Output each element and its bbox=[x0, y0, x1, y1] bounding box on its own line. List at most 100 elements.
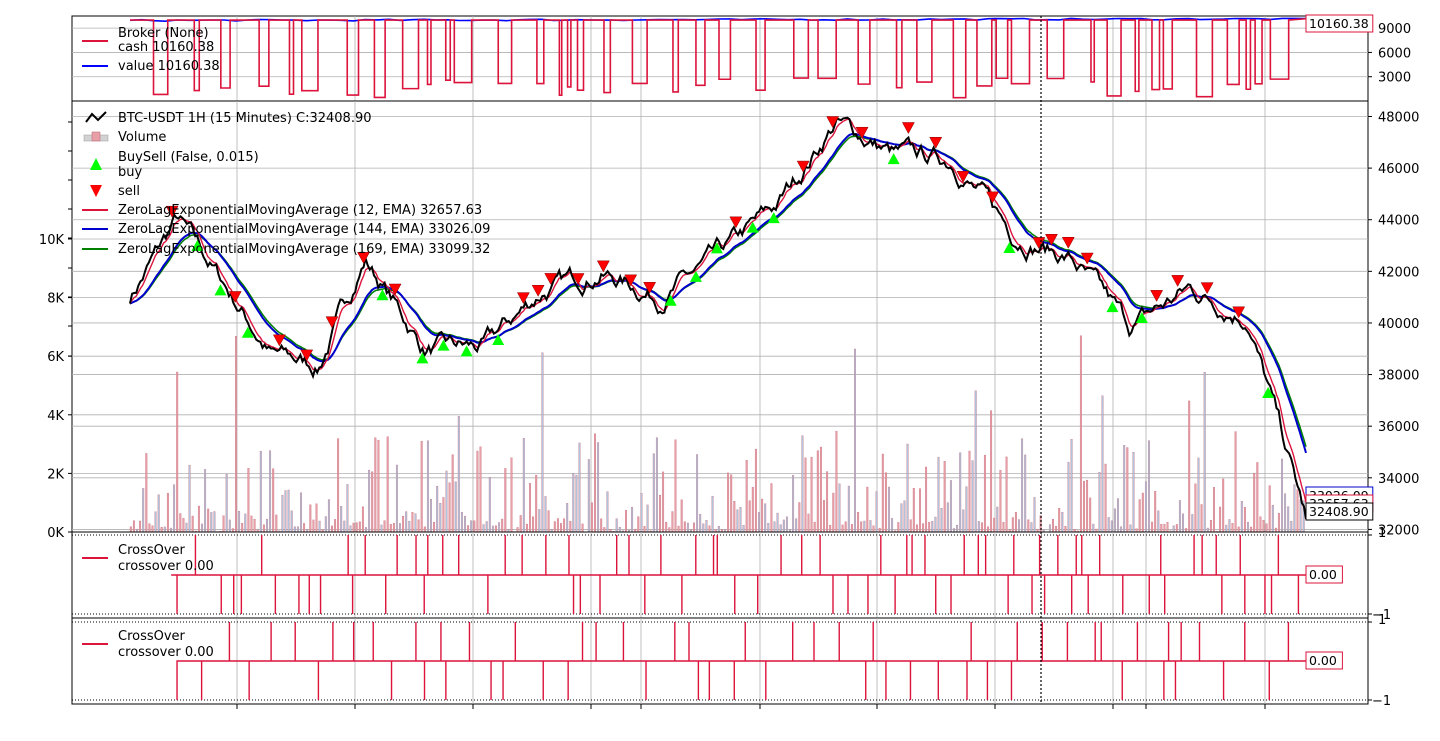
legend-volume-swatch-inner bbox=[91, 131, 101, 142]
volume-ytick-label: 8K bbox=[47, 292, 64, 307]
volume-bar bbox=[516, 527, 519, 533]
volume-bar bbox=[430, 499, 432, 533]
volume-bar bbox=[912, 488, 915, 533]
sell-marker bbox=[300, 349, 314, 362]
volume-bar bbox=[897, 522, 900, 533]
volume-bar bbox=[163, 526, 166, 533]
volume-bar bbox=[946, 502, 949, 533]
volume-bar bbox=[603, 527, 606, 533]
volume-bar bbox=[844, 521, 847, 533]
volume-bar bbox=[151, 525, 154, 533]
volume-bar bbox=[754, 448, 757, 533]
volume-bar bbox=[1178, 500, 1181, 533]
volume-bar bbox=[1092, 523, 1095, 533]
cash-line bbox=[130, 17, 1307, 99]
volume-bar bbox=[241, 523, 244, 533]
volume-bar bbox=[1117, 498, 1119, 533]
volume-bar bbox=[959, 452, 962, 533]
volume-bar bbox=[1086, 479, 1089, 533]
volume-bar bbox=[578, 442, 581, 533]
sell-marker bbox=[165, 205, 179, 218]
buy-marker bbox=[1135, 311, 1148, 323]
ema169-line bbox=[129, 135, 1307, 447]
volume-bar bbox=[699, 513, 702, 533]
volume-bar bbox=[1033, 497, 1036, 533]
last-close-box bbox=[1305, 502, 1374, 521]
volume-bar bbox=[835, 430, 838, 533]
volume-bar bbox=[631, 507, 634, 533]
volume-bar bbox=[1191, 514, 1194, 533]
volume-bar bbox=[1011, 517, 1014, 533]
legend-crossover-item: crossover 0.00 bbox=[118, 559, 214, 574]
volume-bar bbox=[1197, 457, 1200, 533]
buy-marker bbox=[437, 339, 450, 351]
buy-marker bbox=[689, 270, 702, 282]
sell-marker bbox=[729, 216, 743, 229]
volume-bar bbox=[770, 483, 773, 533]
volume-bar bbox=[785, 516, 788, 533]
volume-bar bbox=[433, 521, 436, 533]
volume-bar bbox=[281, 494, 284, 533]
volume-bar bbox=[1138, 499, 1141, 533]
volume-bar bbox=[244, 513, 247, 533]
volume-bar bbox=[662, 471, 665, 533]
volume-bar bbox=[888, 486, 890, 533]
volume-bar bbox=[266, 519, 268, 533]
volume-bar bbox=[1070, 439, 1073, 533]
volume-bar bbox=[222, 515, 225, 533]
volume-bar bbox=[1253, 472, 1256, 533]
sell-marker bbox=[1150, 290, 1164, 302]
volume-bar bbox=[1120, 526, 1123, 533]
sell-marker bbox=[1171, 275, 1185, 287]
buy-marker bbox=[460, 345, 473, 357]
volume-bar bbox=[309, 504, 312, 533]
volume-bar bbox=[1030, 522, 1033, 533]
volume-bar bbox=[1213, 487, 1215, 533]
volume-bar bbox=[1274, 527, 1277, 533]
volume-bar bbox=[182, 518, 185, 533]
volume-bar bbox=[179, 513, 182, 533]
sell-marker bbox=[1045, 234, 1058, 246]
sell-marker bbox=[796, 160, 810, 173]
volume-bar bbox=[420, 440, 423, 533]
volume-bar bbox=[674, 439, 677, 533]
volume-bar bbox=[931, 521, 934, 533]
volume-bar bbox=[132, 520, 135, 533]
volume-bar bbox=[371, 471, 374, 533]
volume-bar bbox=[547, 510, 550, 533]
volume-bar bbox=[482, 524, 485, 533]
volume-bar bbox=[460, 512, 463, 533]
volume-bar bbox=[238, 510, 241, 533]
volume-bar bbox=[1262, 519, 1265, 533]
volume-bar bbox=[448, 482, 451, 533]
sell-marker bbox=[643, 282, 657, 294]
volume-bar bbox=[160, 527, 163, 533]
volume-bar bbox=[1098, 472, 1101, 533]
buy-marker bbox=[191, 240, 204, 252]
legend-crossover-title: CrossOver bbox=[118, 629, 186, 644]
price-panel: 48000 46000 44000 42000 40000 38000 36000 34000… bbox=[39, 100, 1419, 541]
volume-bar bbox=[993, 517, 996, 533]
volume-bar bbox=[436, 485, 439, 533]
buy-marker bbox=[887, 153, 900, 165]
ytick-label: −1 bbox=[1372, 694, 1391, 709]
legend-cash-label: cash 10160.38 bbox=[118, 40, 214, 55]
volume-bar bbox=[355, 522, 358, 533]
volume-bar bbox=[1002, 522, 1005, 533]
volume-bar bbox=[915, 524, 918, 533]
buy-marker bbox=[416, 352, 429, 364]
volume-bar bbox=[594, 433, 596, 533]
sell-marker bbox=[388, 283, 402, 296]
volume-bar bbox=[392, 523, 395, 533]
volume-bar bbox=[581, 523, 584, 533]
volume-bar bbox=[377, 439, 380, 533]
volume-bar bbox=[1284, 493, 1287, 533]
price-ytick-label: 34000 bbox=[1378, 472, 1419, 487]
sell-marker bbox=[1061, 236, 1075, 249]
volume-bar bbox=[535, 474, 538, 533]
volume-bar bbox=[652, 453, 655, 533]
volume-bar bbox=[343, 520, 346, 533]
volume-bar bbox=[1296, 489, 1299, 533]
volume-bar bbox=[414, 513, 417, 533]
volume-bar bbox=[504, 468, 507, 533]
